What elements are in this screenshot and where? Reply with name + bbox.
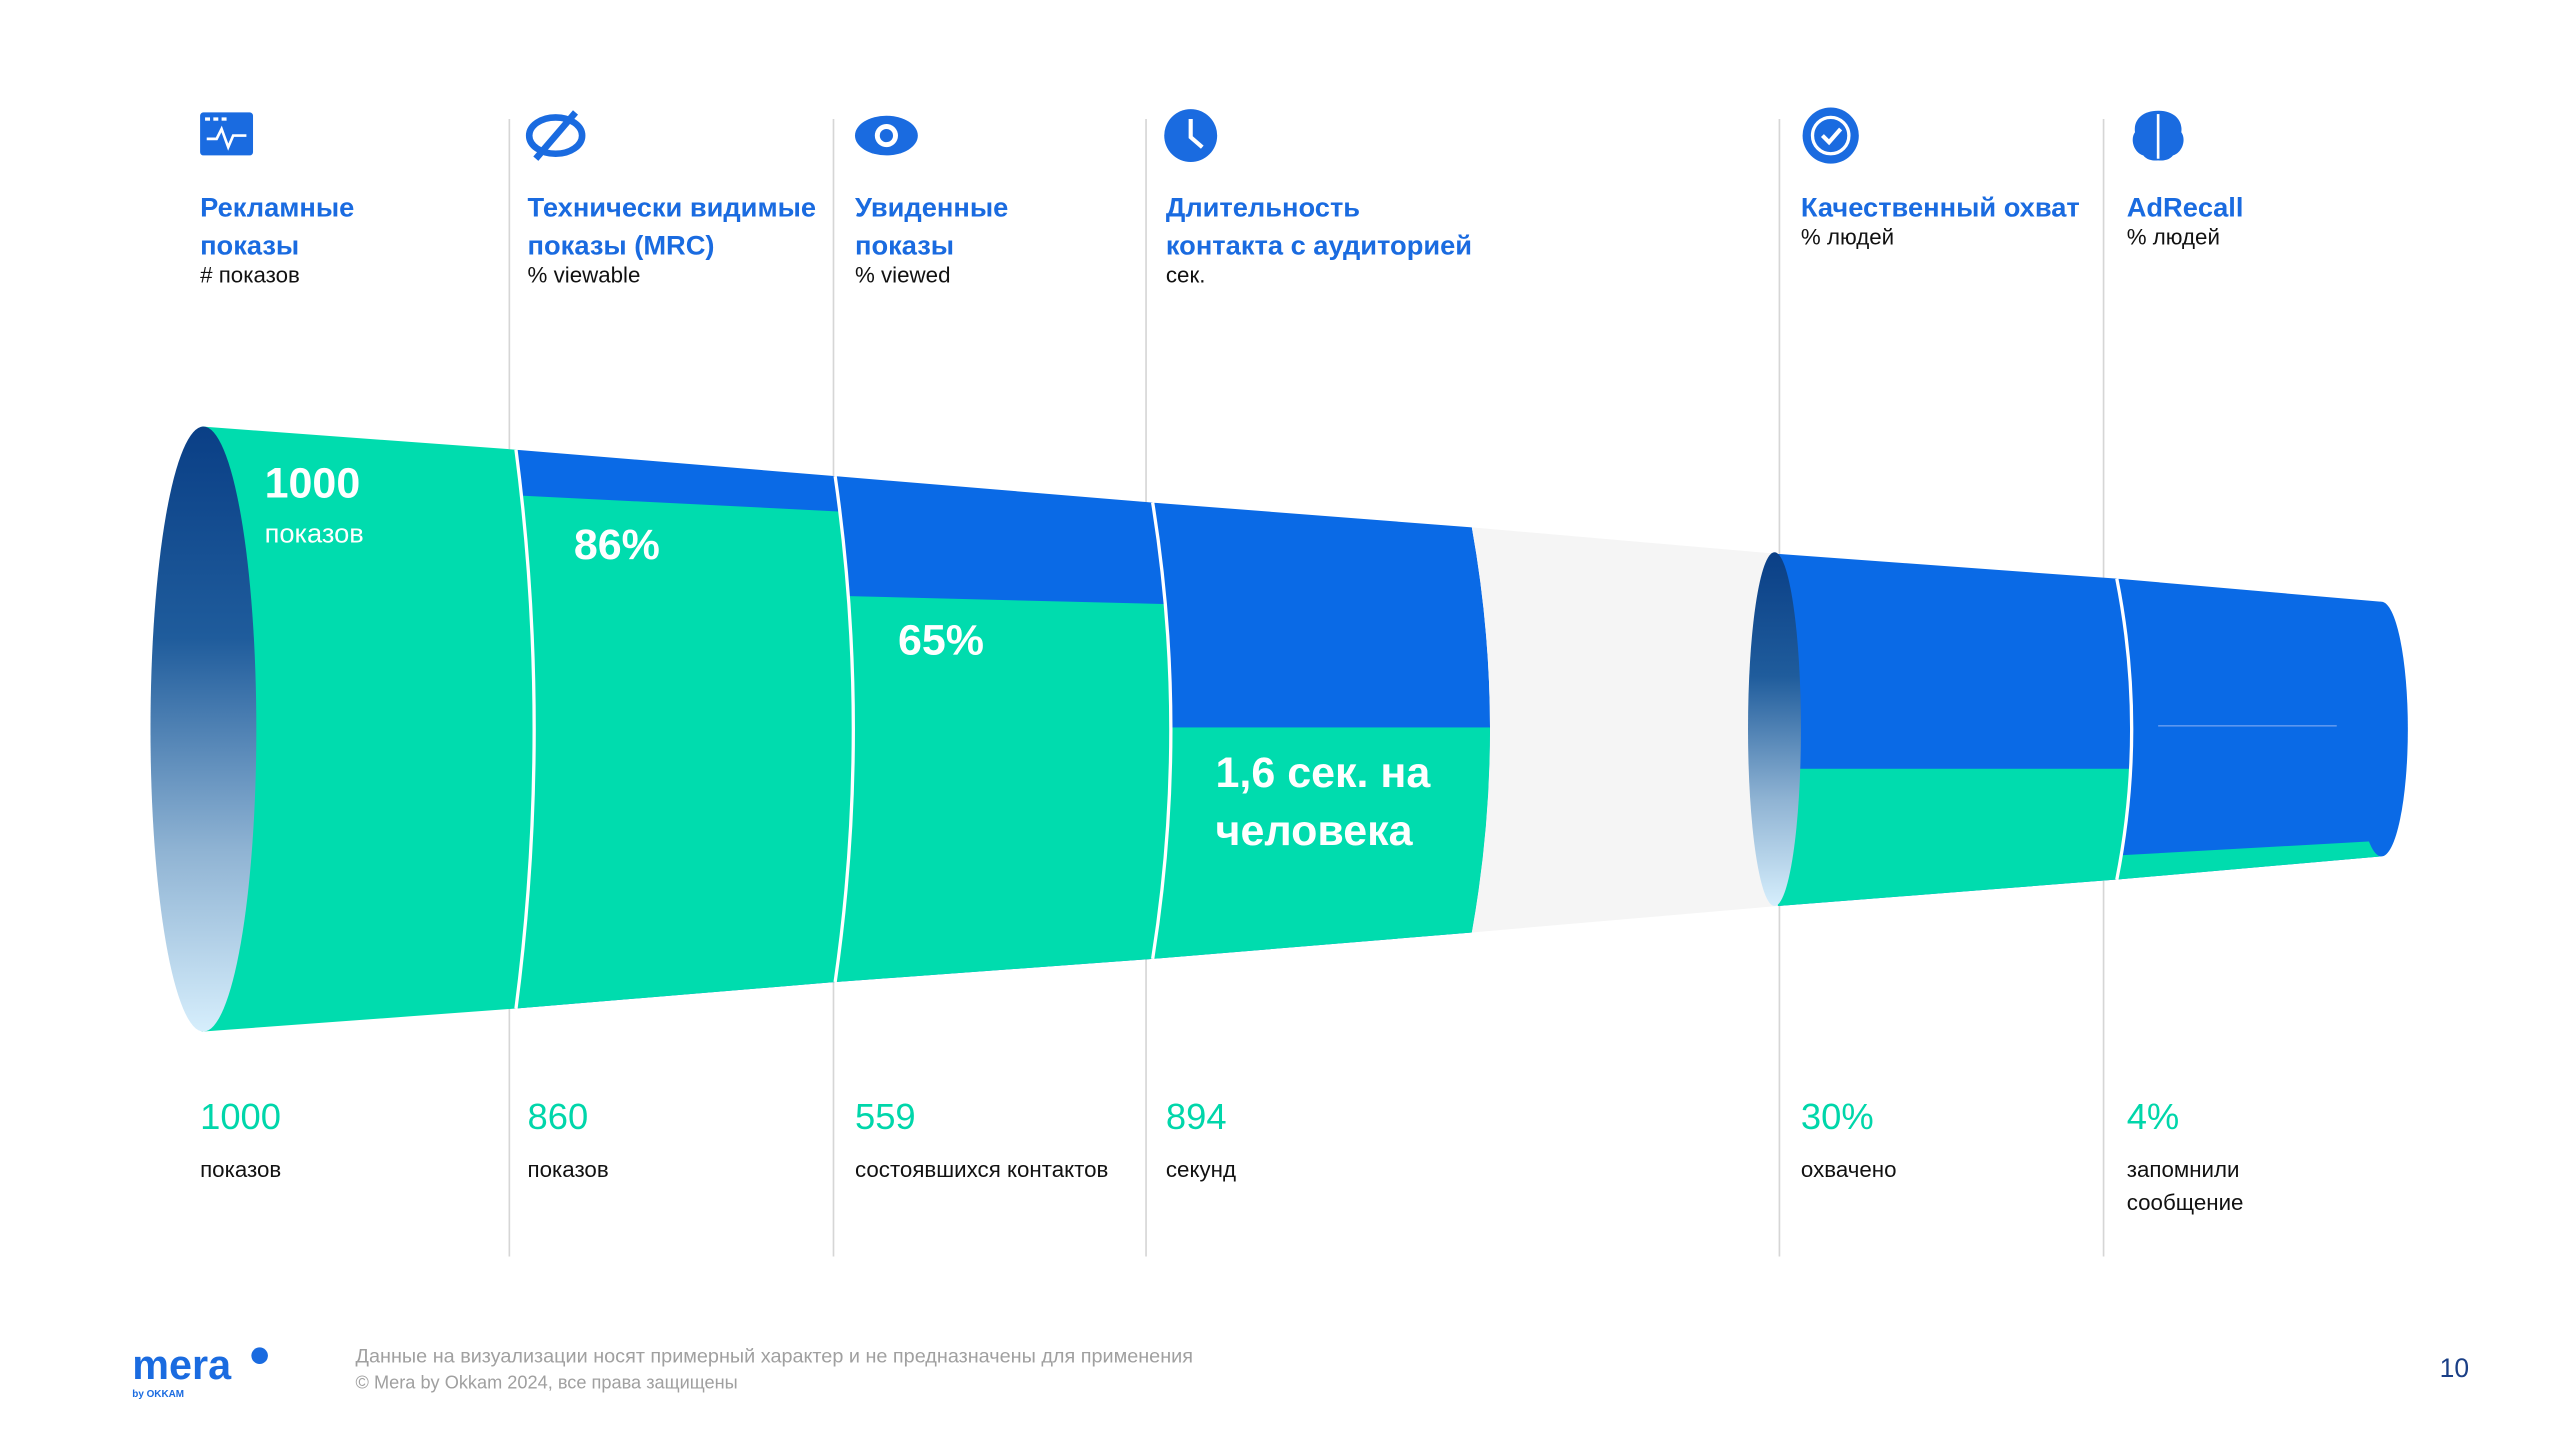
funnel-value: 1000	[265, 460, 361, 508]
icons	[200, 107, 2184, 164]
funnel-viewed: 65%	[898, 617, 984, 665]
logo-dot	[251, 1347, 268, 1364]
funnel	[150, 426, 2408, 1032]
column-unit: # показов	[200, 263, 300, 288]
column-caption: показов	[200, 1157, 281, 1182]
column-value: 30%	[1801, 1096, 1874, 1137]
column-caption: показов	[528, 1157, 609, 1182]
copyright: © Mera by Okkam 2024, все права защищены	[356, 1373, 738, 1393]
column-caption: охвачено	[1801, 1157, 1897, 1182]
footnote: Данные на визуализации носят примерный х…	[356, 1345, 1193, 1367]
column-title: Технически видимые	[528, 192, 817, 223]
column-value: 4%	[2127, 1096, 2180, 1137]
column-title: контакта с аудиторией	[1166, 230, 1472, 261]
column-title: Увиденные	[855, 192, 1008, 223]
column-caption: запомнили	[2127, 1157, 2240, 1182]
column-title: показы (MRC)	[528, 230, 715, 261]
column-unit: % людей	[1801, 225, 1894, 250]
funnel-duration: 1,6 сек. на	[1216, 749, 1432, 797]
funnel-duration: человека	[1216, 807, 1414, 855]
column-caption: секунд	[1166, 1157, 1236, 1182]
column-caption: состоявшихся контактов	[855, 1157, 1108, 1182]
logo: mera	[132, 1342, 232, 1388]
page-number: 10	[2440, 1353, 2469, 1383]
column-value: 860	[528, 1096, 589, 1137]
column-caption: сообщение	[2127, 1190, 2244, 1215]
funnel-unit: показов	[265, 517, 364, 548]
column-unit: сек.	[1166, 263, 1206, 288]
column-title: AdRecall	[2127, 192, 2244, 223]
logo-sub: by OKKAM	[132, 1389, 184, 1400]
column-value: 559	[855, 1096, 916, 1137]
column-value: 1000	[200, 1096, 281, 1137]
column-title: показы	[200, 230, 299, 261]
column-title: Качественный охват	[1801, 192, 2080, 223]
column-title: Длительность	[1166, 192, 1360, 223]
column-value: 894	[1166, 1096, 1227, 1137]
funnel-viewable: 86%	[574, 521, 660, 569]
column-title: показы	[855, 230, 954, 261]
column-unit: % viewable	[528, 263, 641, 288]
column-unit: % людей	[2127, 225, 2220, 250]
column-title: Рекламные	[200, 192, 354, 223]
column-unit: % viewed	[855, 263, 951, 288]
